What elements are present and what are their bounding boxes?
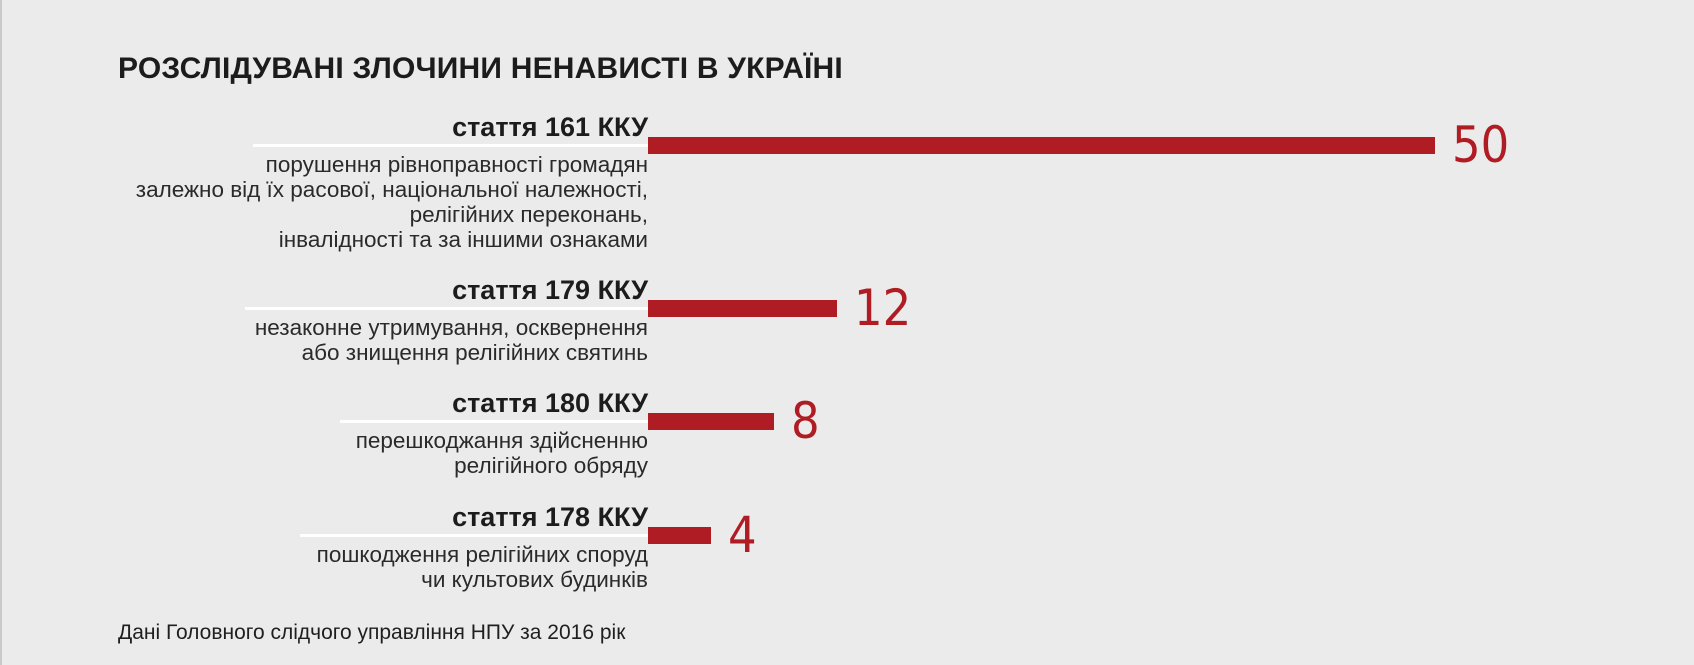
- value-label-3: 8: [791, 392, 820, 450]
- article-label: стаття 161 ККУ: [452, 112, 648, 142]
- description-line: перешкоджання здійсненню: [355, 428, 648, 453]
- chart-source-note: Дані Головного слідчого управління НПУ з…: [118, 621, 626, 644]
- article-label: стаття 179 ККУ: [452, 275, 648, 305]
- description-line: релігійного обряду: [454, 453, 648, 478]
- bar-1: [648, 137, 1435, 154]
- description-line: релігійних переконань,: [409, 202, 648, 227]
- description-line: порушення рівноправності громадян: [265, 152, 648, 177]
- page-edge-line: [0, 0, 2, 665]
- row-label-2: стаття 179 ККУ незаконне утримування, оск…: [255, 275, 648, 365]
- value-label-1: 50: [1452, 116, 1510, 174]
- label-underline: [253, 144, 648, 147]
- article-label: стаття 178 ККУ: [452, 502, 648, 532]
- description-line: незаконне утримування, осквернення: [254, 315, 648, 340]
- label-underline: [340, 420, 648, 423]
- bar-3: [648, 413, 774, 430]
- value-label-2: 12: [854, 279, 912, 337]
- description-line: інвалідності та за іншими ознаками: [278, 227, 648, 252]
- article-label: стаття 180 ККУ: [452, 388, 648, 418]
- row-label-1: стаття 161 ККУ порушення рівноправності г…: [136, 112, 648, 252]
- chart-title: РОЗСЛІДУВАНІ ЗЛОЧИНИ НЕНАВИСТІ В УКРАЇНІ: [118, 52, 843, 85]
- description-line: пошкодження релігійних споруд: [316, 542, 648, 567]
- bar-4: [648, 527, 711, 544]
- row-label-4: стаття 178 ККУ пошкодження релігійних спо…: [317, 502, 648, 592]
- label-underline: [300, 534, 648, 537]
- description-line: чи культових будинків: [421, 567, 648, 592]
- bar-2: [648, 300, 837, 317]
- value-label-4: 4: [728, 506, 757, 564]
- description-line: залежно від їх расової, національної нал…: [135, 177, 648, 202]
- description-line: або знищення релігійних святинь: [301, 340, 648, 365]
- label-underline: [245, 307, 648, 310]
- row-label-3: стаття 180 ККУ перешкоджання здійсненню ре…: [356, 388, 648, 478]
